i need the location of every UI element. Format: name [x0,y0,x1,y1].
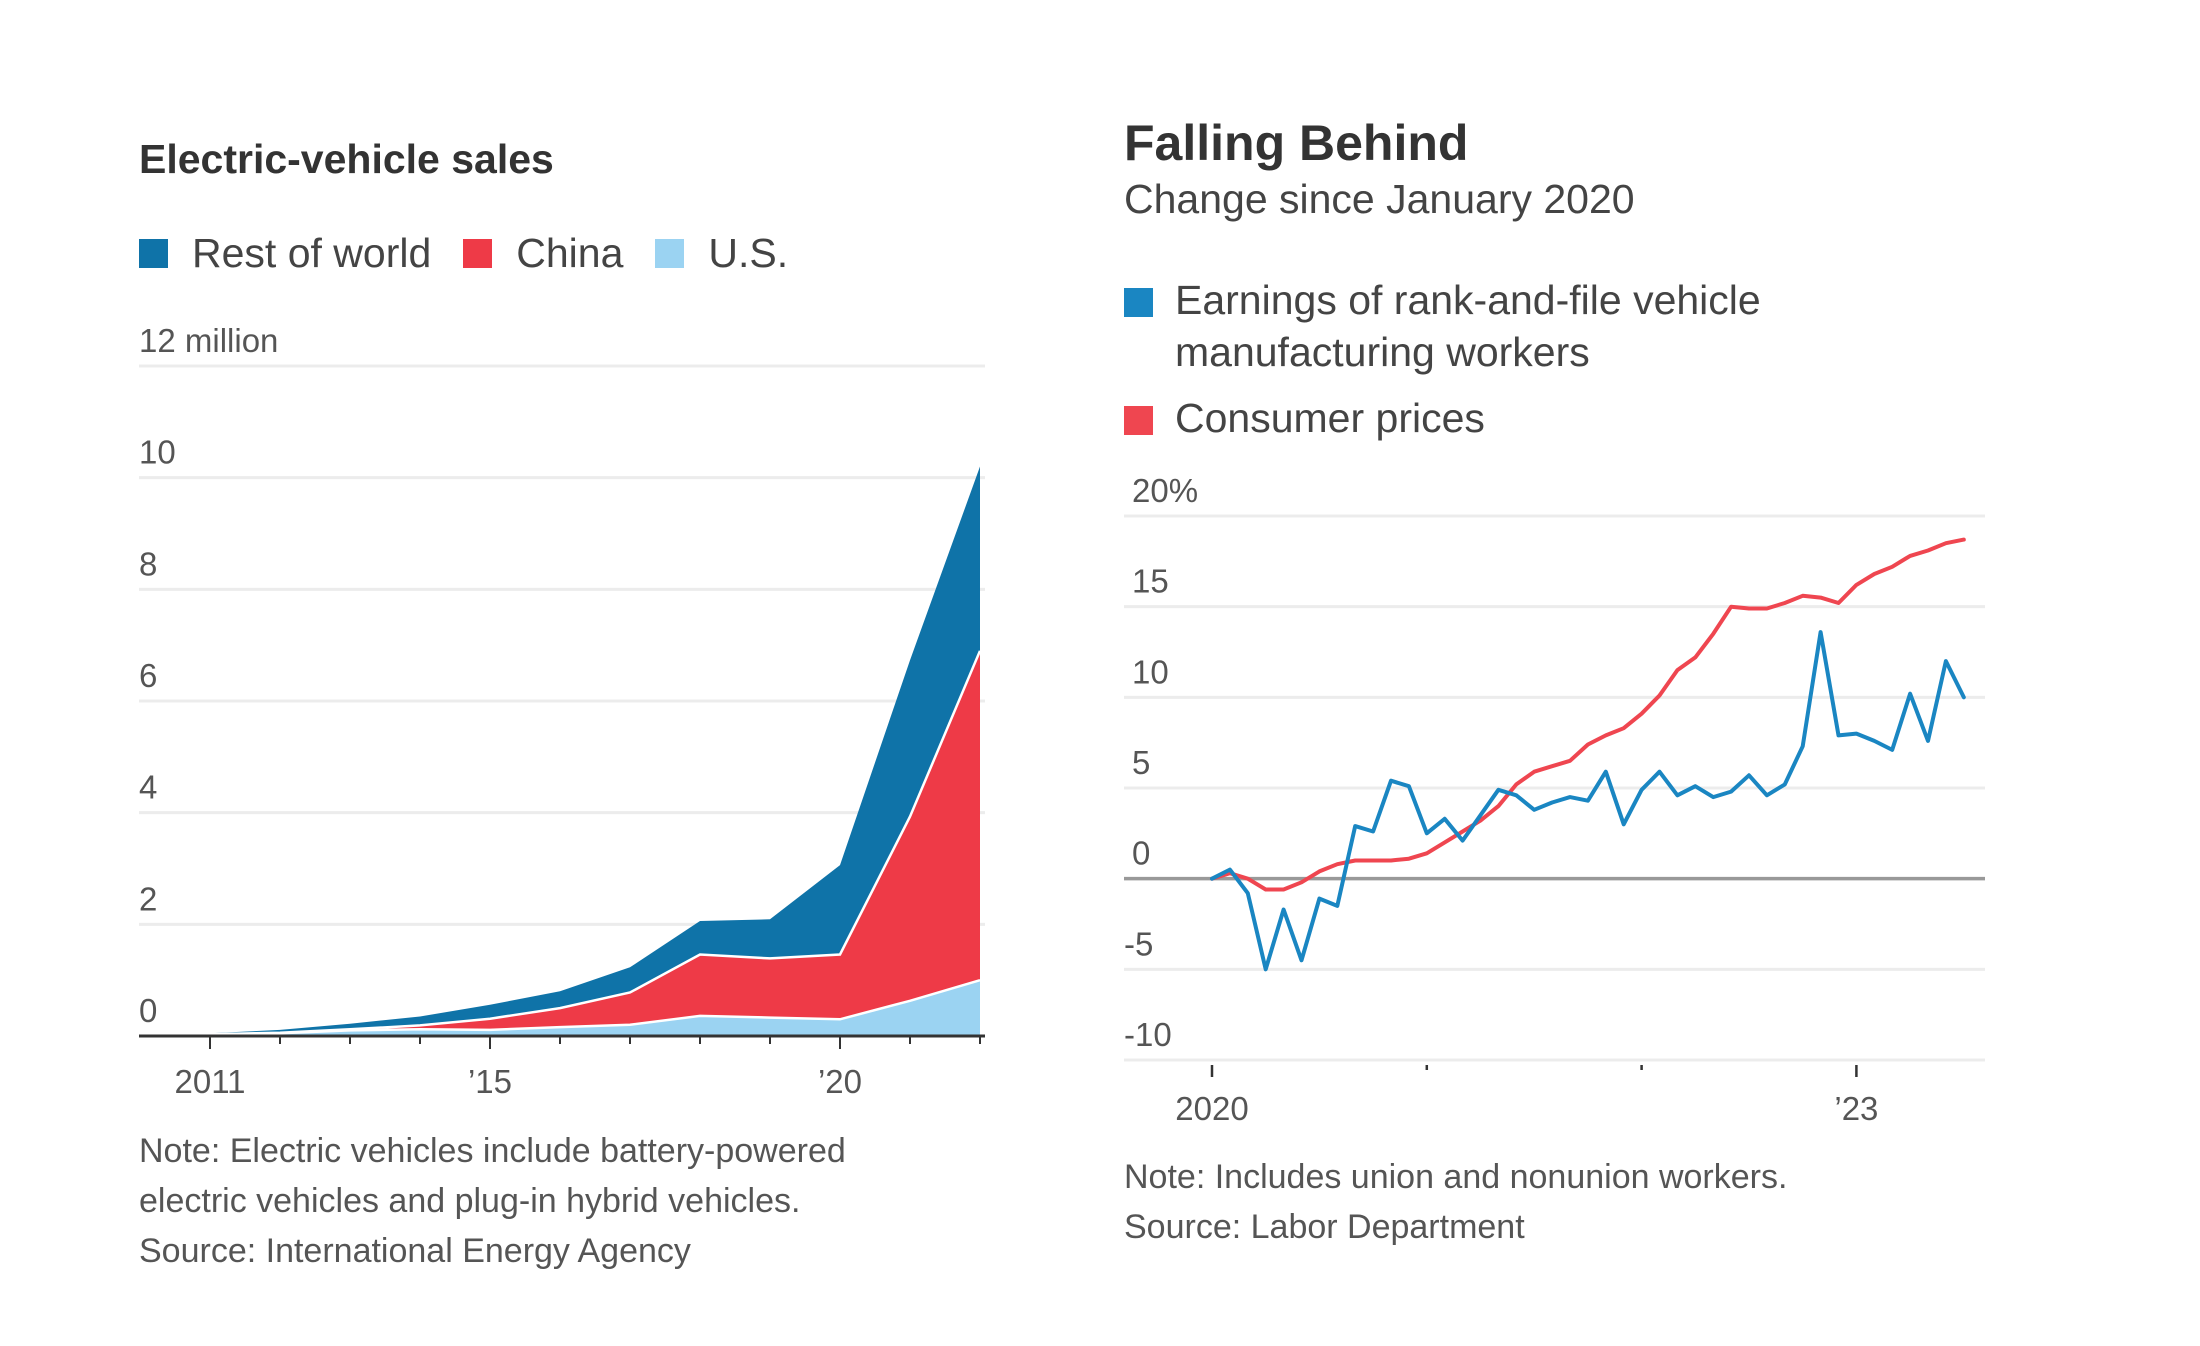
ev-chart-title: Electric-vehicle sales [139,136,554,182]
wage-chart-notes: Note: Includes union and nonunion worker… [1124,1152,1787,1252]
legend-label-rest-of-world: Rest of world [192,230,432,276]
legend-swatch-earnings [1124,288,1153,317]
y-tick-label: 4 [139,769,157,806]
legend-label-consumer-prices: Consumer prices [1175,395,1485,441]
legend-item-china: China [463,230,623,277]
area-us [210,980,980,1036]
y-tick-label: 0 [139,992,157,1029]
y-tick-label: -5 [1124,925,1153,962]
y-tick-label: 10 [1132,653,1169,690]
wage-chart-title: Falling Behind [1124,115,1469,171]
y-tick-label: 0 [1132,835,1150,872]
legend-label-earnings: Earnings of rank-and-file vehicle manufa… [1175,277,1761,375]
legend-item-earnings: Earnings of rank-and-file vehicle manufa… [1124,274,1824,378]
x-tick-label: 2011 [175,1063,246,1100]
y-tick-label: 15 [1132,563,1169,600]
legend-swatch-consumer-prices [1124,406,1153,435]
x-tick-label: 2020 [1175,1090,1248,1127]
legend-item-us: U.S. [655,230,788,277]
ev-note-line-2: electric vehicles and plug-in hybrid veh… [139,1182,801,1220]
legend-swatch-rest-of-world [139,239,168,268]
legend-item-consumer-prices: Consumer prices [1124,392,1824,444]
wage-note: Note: Includes union and nonunion worker… [1124,1158,1788,1196]
ev-note-line-1: Note: Electric vehicles include battery-… [139,1132,846,1170]
y-tick-label: 20% [1132,472,1198,509]
x-tick-label: ’20 [818,1063,862,1100]
legend-swatch-us [655,239,685,268]
wage-source: Source: Labor Department [1124,1208,1525,1246]
y-tick-label: 6 [139,657,157,694]
boundary-china-row [209,650,982,1036]
legend-label-us: U.S. [708,230,789,276]
wage-legend: Earnings of rank-and-file vehicle manufa… [1124,274,1824,458]
y-tick-label: 5 [1132,744,1150,781]
y-tick-label: 8 [139,545,157,582]
y-tick-label: -10 [1124,1016,1172,1053]
ev-chart-notes: Note: Electric vehicles include battery-… [139,1126,846,1276]
area-china [210,650,980,1035]
y-tick-label: 2 [139,880,157,917]
legend-swatch-china [463,239,493,268]
ev-legend: Rest of world China U.S. [139,230,820,277]
legend-label-china: China [516,230,624,276]
wage-chart-subtitle: Change since January 2020 [1124,176,1635,222]
line-consumer-prices [1210,537,1966,892]
x-tick-label: ’15 [468,1063,512,1100]
legend-item-rest-of-world: Rest of world [139,230,431,277]
x-tick-label: ’23 [1834,1090,1878,1127]
ev-source: Source: International Energy Agency [139,1232,691,1270]
y-tick-label: 10 [139,434,176,471]
line-earnings [1210,630,1966,972]
y-tick-label: 12 million [139,322,278,359]
ev-sales-chart: 12 million 10 8 6 4 2 0 2011 ’15 ’20 [139,322,985,1100]
